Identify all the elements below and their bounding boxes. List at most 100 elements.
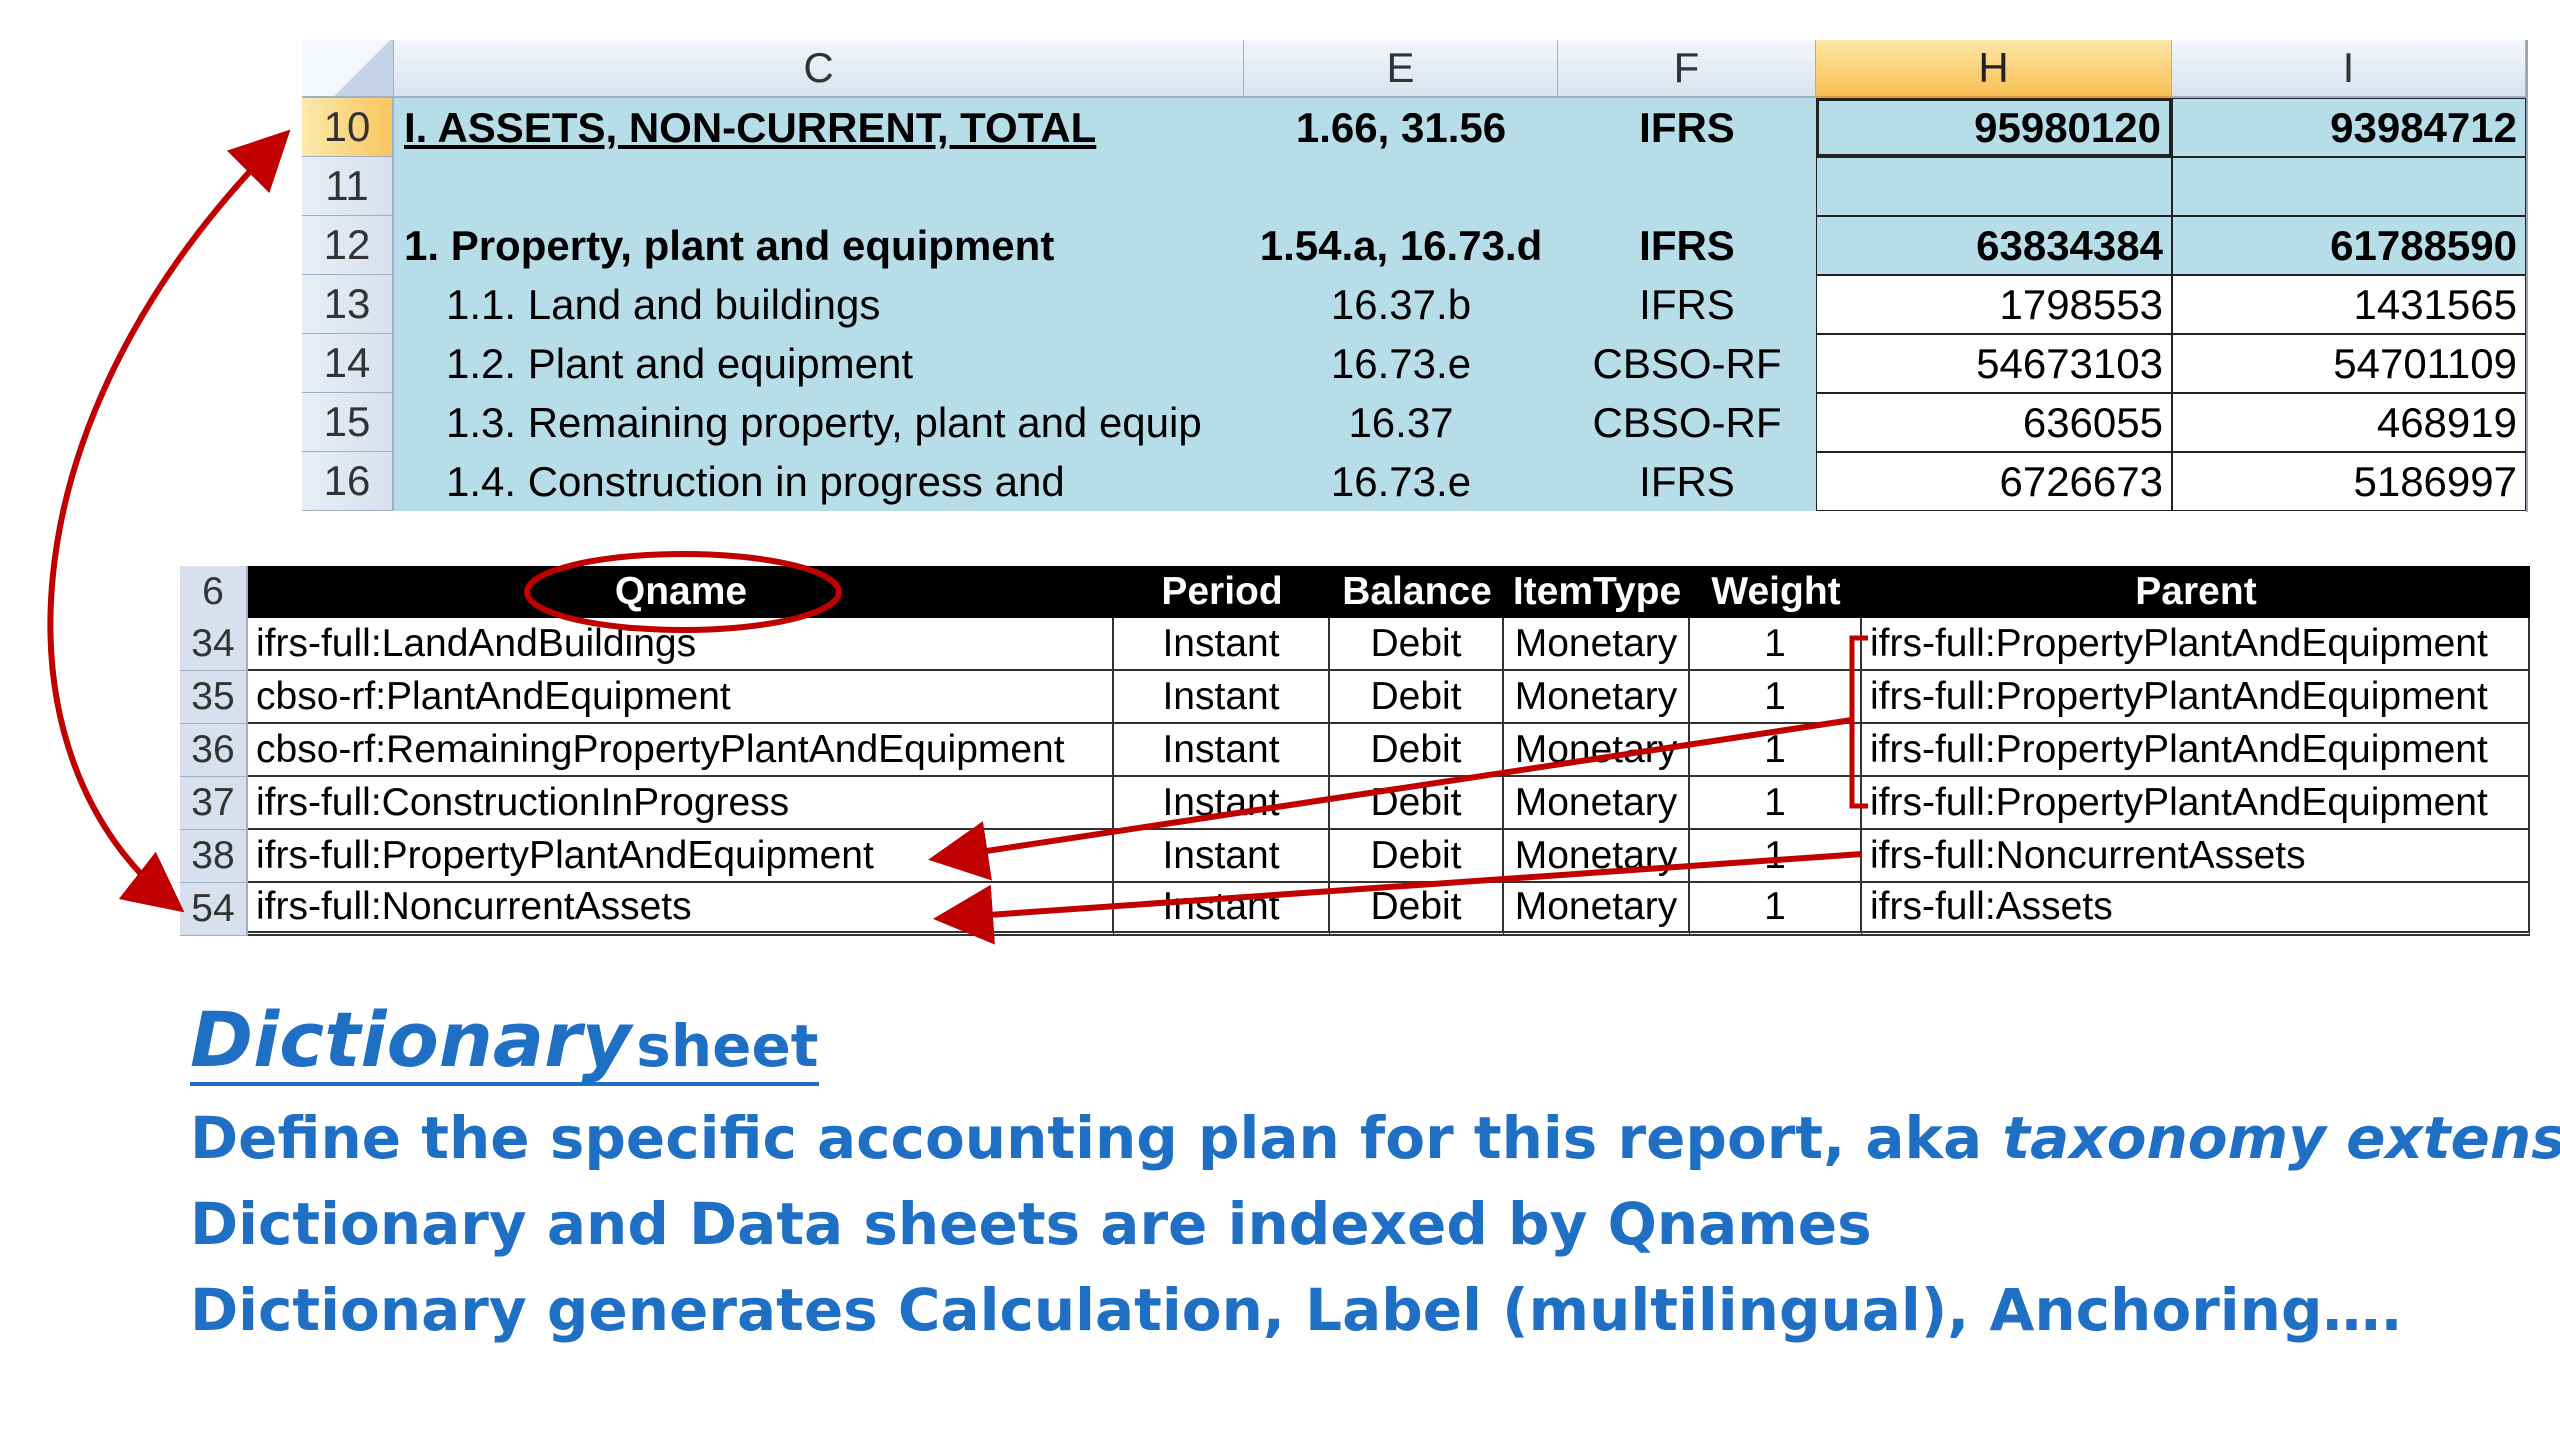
row-header[interactable]: 34: [180, 618, 248, 671]
column-header-c[interactable]: C: [394, 40, 1244, 98]
caption-line-1-emphasis: taxonomy extension: [2002, 1103, 2560, 1172]
cell-value-i[interactable]: 5186997: [2172, 452, 2526, 511]
cell-parent[interactable]: ifrs-full:PropertyPlantAndEquipment: [1862, 777, 2530, 830]
cell-itemtype[interactable]: Monetary: [1504, 671, 1690, 724]
cell-source[interactable]: IFRS: [1558, 452, 1816, 511]
row-header[interactable]: 6: [180, 566, 248, 618]
cell-weight[interactable]: 1: [1690, 830, 1862, 883]
cell-reference[interactable]: 16.73.e: [1244, 334, 1558, 393]
cell-weight[interactable]: 1: [1690, 618, 1862, 671]
row-header[interactable]: 16: [302, 452, 394, 511]
cell-label[interactable]: 1.4. Construction in progress and: [394, 452, 1244, 511]
cell-period[interactable]: Instant: [1114, 671, 1330, 724]
column-header-i[interactable]: I: [2172, 40, 2526, 98]
balance-sheet-grid: C E F H I 10 I. ASSETS, NON-CURRENT, TOT…: [302, 40, 2528, 512]
cell-weight[interactable]: 1: [1690, 777, 1862, 830]
cell-weight[interactable]: 1: [1690, 671, 1862, 724]
cell-label[interactable]: 1.2. Plant and equipment: [394, 334, 1244, 393]
cell-period[interactable]: Instant: [1114, 618, 1330, 671]
cell-qname[interactable]: ifrs-full:NoncurrentAssets: [248, 883, 1114, 936]
link-arrowhead-top: [226, 129, 291, 194]
cell-value-h[interactable]: 6726673: [1816, 452, 2172, 511]
cell-label[interactable]: [394, 157, 1244, 216]
column-header-e[interactable]: E: [1244, 40, 1558, 98]
cell-qname[interactable]: cbso-rf:PlantAndEquipment: [248, 671, 1114, 724]
cell-itemtype[interactable]: Monetary: [1504, 724, 1690, 777]
cell-source[interactable]: IFRS: [1558, 275, 1816, 334]
caption-title-rest: sheet: [636, 1012, 819, 1080]
caption-line-2: Dictionary and Data sheets are indexed b…: [190, 1189, 1872, 1258]
caption-line-3: Dictionary generates Calculation, Label …: [190, 1275, 2403, 1344]
row-header[interactable]: 15: [302, 393, 394, 452]
row-header[interactable]: 37: [180, 777, 248, 830]
cell-source[interactable]: CBSO-RF: [1558, 393, 1816, 452]
cell-period[interactable]: Instant: [1114, 777, 1330, 830]
cell-reference[interactable]: 1.54.a, 16.73.d: [1244, 216, 1558, 275]
cell-label[interactable]: 1.1. Land and buildings: [394, 275, 1244, 334]
cell-value-h[interactable]: 636055: [1816, 393, 2172, 452]
header-balance: Balance: [1330, 566, 1504, 618]
row-header[interactable]: 38: [180, 830, 248, 883]
cell-value-i[interactable]: 61788590: [2172, 216, 2526, 275]
caption-block: Dictionary sheet Define the specific acc…: [190, 1000, 2560, 1344]
cell-parent[interactable]: ifrs-full:PropertyPlantAndEquipment: [1862, 671, 2530, 724]
cell-source[interactable]: CBSO-RF: [1558, 334, 1816, 393]
cell-value-h-active[interactable]: 95980120: [1816, 98, 2172, 157]
row-header[interactable]: 54: [180, 883, 248, 936]
cell-parent[interactable]: ifrs-full:PropertyPlantAndEquipment: [1862, 724, 2530, 777]
cell-balance[interactable]: Debit: [1330, 883, 1504, 936]
row-header[interactable]: 35: [180, 671, 248, 724]
cell-qname[interactable]: ifrs-full:PropertyPlantAndEquipment: [248, 830, 1114, 883]
cell-balance[interactable]: Debit: [1330, 671, 1504, 724]
cell-parent[interactable]: ifrs-full:NoncurrentAssets: [1862, 830, 2530, 883]
cell-qname[interactable]: cbso-rf:RemainingPropertyPlantAndEquipme…: [248, 724, 1114, 777]
cell-period[interactable]: Instant: [1114, 724, 1330, 777]
cell-value-i[interactable]: 93984712: [2172, 98, 2526, 157]
cell-parent[interactable]: ifrs-full:Assets: [1862, 883, 2530, 936]
cell-qname[interactable]: ifrs-full:LandAndBuildings: [248, 618, 1114, 671]
cell-value-h[interactable]: 63834384: [1816, 216, 2172, 275]
cell-weight[interactable]: 1: [1690, 724, 1862, 777]
header-qname: Qname: [248, 566, 1114, 618]
cell-period[interactable]: Instant: [1114, 883, 1330, 936]
cell-period[interactable]: Instant: [1114, 830, 1330, 883]
cell-parent[interactable]: ifrs-full:PropertyPlantAndEquipment: [1862, 618, 2530, 671]
cell-value-i[interactable]: 54701109: [2172, 334, 2526, 393]
cell-label[interactable]: 1. Property, plant and equipment: [394, 216, 1244, 275]
cell-source[interactable]: IFRS: [1558, 216, 1816, 275]
cell-reference[interactable]: 16.37.b: [1244, 275, 1558, 334]
row-header[interactable]: 13: [302, 275, 394, 334]
cell-source[interactable]: [1558, 157, 1816, 216]
cell-itemtype[interactable]: Monetary: [1504, 830, 1690, 883]
column-header-h[interactable]: H: [1816, 40, 2172, 98]
cell-itemtype[interactable]: Monetary: [1504, 618, 1690, 671]
column-header-f[interactable]: F: [1558, 40, 1816, 98]
cell-balance[interactable]: Debit: [1330, 830, 1504, 883]
cell-reference[interactable]: [1244, 157, 1558, 216]
cell-value-h[interactable]: 54673103: [1816, 334, 2172, 393]
row-header[interactable]: 12: [302, 216, 394, 275]
cell-label[interactable]: I. ASSETS, NON-CURRENT, TOTAL: [394, 98, 1244, 157]
cell-value-i[interactable]: [2172, 157, 2526, 216]
cell-value-h[interactable]: 1798553: [1816, 275, 2172, 334]
cell-label[interactable]: 1.3. Remaining property, plant and equip: [394, 393, 1244, 452]
cell-reference[interactable]: 16.73.e: [1244, 452, 1558, 511]
cell-source[interactable]: IFRS: [1558, 98, 1816, 157]
cell-reference[interactable]: 1.66, 31.56: [1244, 98, 1558, 157]
row-header[interactable]: 36: [180, 724, 248, 777]
cell-balance[interactable]: Debit: [1330, 724, 1504, 777]
cell-value-i[interactable]: 468919: [2172, 393, 2526, 452]
row-header[interactable]: 14: [302, 334, 394, 393]
cell-itemtype[interactable]: Monetary: [1504, 883, 1690, 936]
row-header[interactable]: 10: [302, 98, 394, 157]
cell-balance[interactable]: Debit: [1330, 777, 1504, 830]
select-all-corner[interactable]: [302, 40, 394, 98]
cell-weight[interactable]: 1: [1690, 883, 1862, 936]
cell-balance[interactable]: Debit: [1330, 618, 1504, 671]
row-header[interactable]: 11: [302, 157, 394, 216]
cell-reference[interactable]: 16.37: [1244, 393, 1558, 452]
cell-value-h[interactable]: [1816, 157, 2172, 216]
cell-value-i[interactable]: 1431565: [2172, 275, 2526, 334]
cell-itemtype[interactable]: Monetary: [1504, 777, 1690, 830]
cell-qname[interactable]: ifrs-full:ConstructionInProgress: [248, 777, 1114, 830]
